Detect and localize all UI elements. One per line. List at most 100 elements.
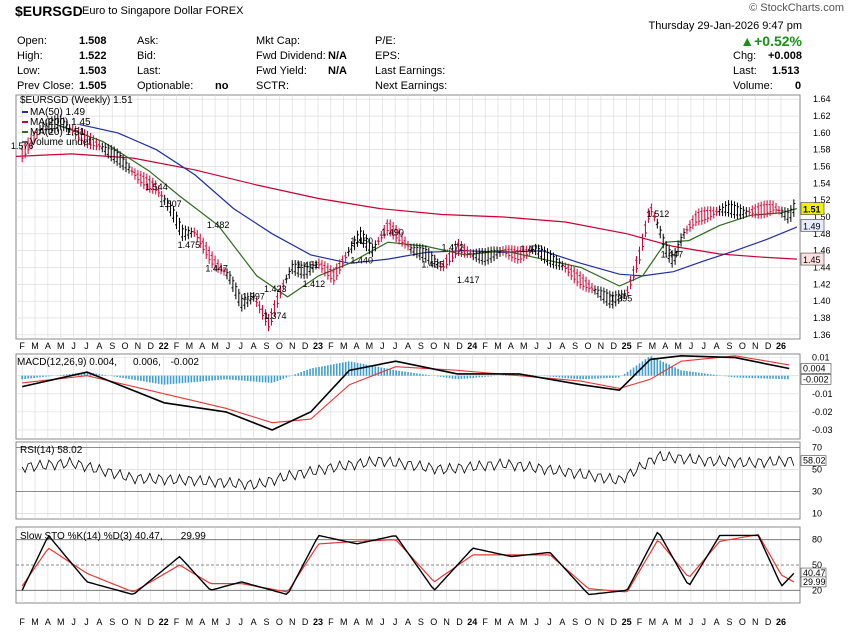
x-tick-label: S <box>109 617 115 627</box>
macd-histogram-bar <box>288 375 291 377</box>
macd-histogram-bar <box>24 375 26 379</box>
macd-histogram-bar <box>579 375 581 380</box>
macd-histogram-bar <box>199 375 202 382</box>
macd-histogram-bar <box>757 375 760 379</box>
x-tick-label: 22 <box>159 341 169 351</box>
price-label: 1.472 <box>441 243 464 253</box>
x-tick-label: S <box>572 341 578 351</box>
x-tick-label: D <box>611 341 618 351</box>
macd-histogram-bar <box>709 374 712 376</box>
macd-histogram-bar <box>172 375 175 384</box>
macd-histogram-bar <box>701 373 703 376</box>
x-tick-label: J <box>226 617 231 627</box>
x-tick-label: F <box>19 617 25 627</box>
field-label: Fwd Yield: <box>256 65 307 77</box>
x-tick-label: M <box>674 341 682 351</box>
macd-histogram-bar <box>754 375 757 379</box>
macd-histogram-bar <box>730 375 733 378</box>
macd-histogram-bar <box>659 360 662 376</box>
price-label: 1.417 <box>457 275 480 285</box>
x-tick-label: N <box>598 617 605 627</box>
x-tick-label: A <box>251 341 257 351</box>
x-tick-label: A <box>405 341 411 351</box>
price-badge-label: 1.45 <box>803 255 821 265</box>
y-tick-label: 50 <box>812 560 822 570</box>
price-label: 1.440 <box>350 255 373 265</box>
symbol-name: Euro to Singapore Dollar FOREX <box>82 5 243 17</box>
field-label: High: <box>17 50 43 62</box>
macd-histogram-bar <box>181 375 184 384</box>
macd-histogram-bar <box>48 375 50 377</box>
price-label: 1.544 <box>145 182 168 192</box>
y-tick-label: 1.46 <box>813 246 831 256</box>
x-tick-label: D <box>302 617 309 627</box>
y-tick-label: 1.50 <box>813 212 831 222</box>
macd-histogram-bar <box>184 375 187 383</box>
field-label: Last: <box>733 65 757 77</box>
macd-histogram-bar <box>623 373 626 376</box>
x-tick-label: A <box>662 341 668 351</box>
macd-histogram-bar <box>211 375 213 381</box>
x-tick-label: M <box>340 617 348 627</box>
macd-histogram-bar <box>273 375 276 383</box>
macd-histogram-bar <box>389 369 391 376</box>
price-label: 1.412 <box>303 279 326 289</box>
macd-histogram-bar <box>703 373 706 376</box>
x-tick-label: S <box>264 341 270 351</box>
y-tick-label: 20 <box>812 585 822 595</box>
x-tick-label: J <box>689 617 694 627</box>
macd-histogram-bar <box>552 375 555 377</box>
macd-histogram-bar <box>154 375 157 384</box>
x-tick-label: M <box>211 617 219 627</box>
change-percent: ▲+0.52% <box>740 33 802 49</box>
macd-histogram-bar <box>570 375 573 379</box>
x-tick-label: A <box>199 341 205 351</box>
x-tick-label: F <box>482 341 488 351</box>
macd-histogram-bar <box>425 374 427 376</box>
macd-histogram-bar <box>330 364 332 376</box>
y-tick-label: 1.62 <box>813 111 831 121</box>
sto-k-line <box>21 531 795 596</box>
macd-histogram-bar <box>338 363 341 376</box>
x-tick-label: M <box>186 617 194 627</box>
x-tick-label: 25 <box>622 341 632 351</box>
macd-histogram-bar <box>600 375 602 379</box>
macd-histogram-bar <box>635 365 638 376</box>
macd-histogram-bar <box>626 371 629 376</box>
x-tick-label: A <box>45 341 51 351</box>
field-label: Mkt Cap: <box>256 35 301 47</box>
macd-histogram-bar <box>229 375 231 380</box>
field-label: Volume: <box>733 80 773 92</box>
x-tick-label: N <box>135 617 142 627</box>
macd-histogram-bar <box>386 368 389 376</box>
macd-histogram-bar <box>249 375 252 382</box>
macd-histogram-bar <box>294 374 297 376</box>
sto-legend: 29.99 <box>181 531 206 542</box>
y-tick-label: -0.01 <box>812 389 833 399</box>
x-tick-label: J <box>84 617 89 627</box>
macd-histogram-bar <box>457 375 460 380</box>
macd-histogram-bar <box>591 375 593 379</box>
x-tick-label: S <box>727 341 733 351</box>
x-tick-label: A <box>508 617 514 627</box>
x-tick-label: S <box>418 617 424 627</box>
macd-histogram-bar <box>647 357 650 376</box>
macd-histogram-bar <box>350 361 353 376</box>
macd-badge <box>800 374 832 385</box>
legend-label: MA(200) 1.45 <box>30 117 91 128</box>
x-tick-label: N <box>752 341 759 351</box>
x-tick-label: M <box>57 617 65 627</box>
x-tick-label: J <box>393 341 398 351</box>
macd-histogram-bar <box>151 375 154 383</box>
y-tick-label: -0.03 <box>812 425 833 435</box>
x-tick-label: M <box>31 617 39 627</box>
macd-histogram-bar <box>748 375 751 378</box>
macd-histogram-bar <box>416 373 418 376</box>
macd-histogram-bar <box>119 375 121 378</box>
macd-histogram-bar <box>641 361 644 376</box>
macd-histogram-bar <box>380 367 383 376</box>
x-tick-label: A <box>45 617 51 627</box>
x-tick-label: J <box>689 341 694 351</box>
price-label: 1.423 <box>264 284 287 294</box>
